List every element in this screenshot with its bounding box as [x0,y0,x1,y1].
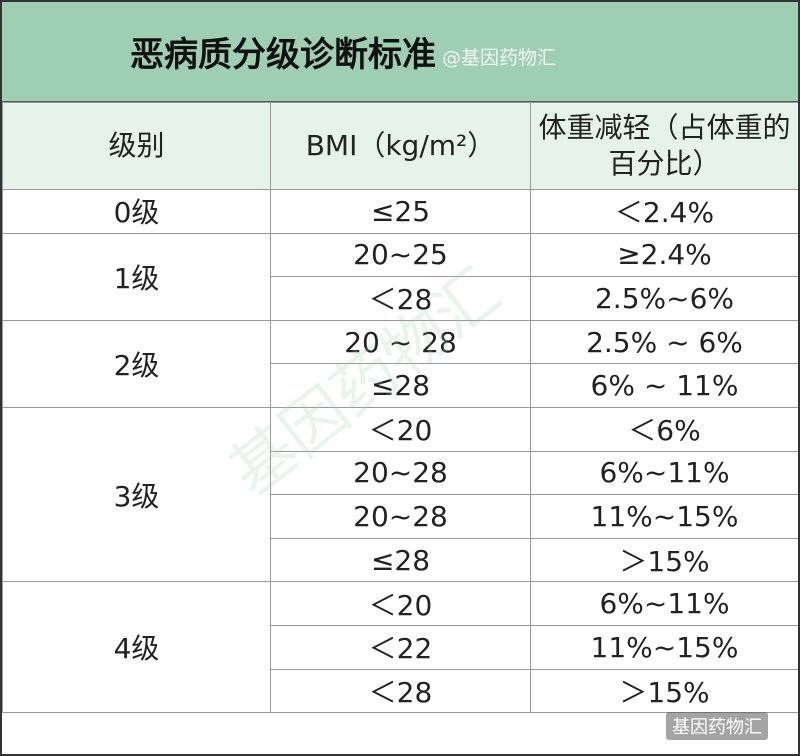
weight-loss-cell: ＞15% [530,537,798,583]
bmi-cell: 20~28 [270,494,531,539]
table-row: ＜28 2.5%~6% [3,276,798,321]
bmi-cell: ＜28 [270,668,531,714]
table-row: 2级 20 ~ 28 2.5% ~ 6% [2,319,798,408]
weight-loss-cell: 6%~11% [530,581,798,626]
column-header: 级别 [2,102,271,190]
bmi-cell: 20 ~ 28 [270,319,531,365]
table: 级别 BMI（kg/m²） 体重减轻（占体重的百分比） 0级 ≤25 ＜2.4% 1级 20… [2,102,798,714]
column-header: BMI（kg/m²） [270,102,531,190]
table-row: ＜22 11%~15% [3,624,798,670]
weight-loss-cell: ＜6% [530,406,798,452]
table-row: ≤28 ＞15% [3,537,798,583]
title: 恶病质分级诊断标准 [130,35,436,75]
table-body: 0级 ≤25 ＜2.4% 1级 20~25 ≥2.4% ＜28 2.5%~6% 2级 20 ~ 2… [2,189,798,714]
weight-loss-cell: 2.5%~6% [530,276,798,321]
weight-loss-cell: ＜2.4% [530,189,798,234]
grade-cell: 4级 [2,581,271,714]
weight-loss-cell: ＞15% [530,668,798,714]
grade-cell: 3级 [2,406,271,583]
weight-loss-cell: 2.5% ~ 6% [530,319,798,365]
bmi-cell: 20~25 [270,232,531,278]
header-row: 级别 BMI（kg/m²） 体重减轻（占体重的百分比） [2,102,798,190]
bmi-cell: ≤28 [270,537,531,583]
table-row: 0级 ≤25 ＜2.4% [2,189,798,234]
column-header: 体重减轻（占体重的百分比） [530,102,798,190]
title-bar: 恶病质分级诊断标准 @基因药物汇 [2,2,798,102]
grade-cell: 0级 [2,189,271,234]
grade-cell: 2级 [2,319,271,408]
weight-loss-cell: 6% ~ 11% [530,363,798,408]
table-row: 4级 ＜20 6%~11% [2,581,798,714]
watermark: @基因药物汇 [442,47,557,69]
table-row: 1级 20~25 ≥2.4% [2,232,798,321]
bmi-cell: ≤25 [270,189,531,234]
bmi-cell: ＜20 [270,406,531,452]
bmi-cell: ＜22 [270,624,531,670]
bmi-cell: 20~28 [270,450,531,496]
weight-loss-cell: ≥2.4% [530,232,798,278]
weight-loss-cell: 11%~15% [530,624,798,670]
footer-watermark: 基因药物汇 [666,712,768,740]
table-row: ＜28 ＞15% [3,668,798,714]
bmi-cell: ＜20 [270,581,531,626]
grade-cell: 1级 [2,232,271,321]
bmi-cell: ＜28 [270,276,531,321]
weight-loss-cell: 6%~11% [530,450,798,496]
weight-loss-cell: 11%~15% [530,494,798,539]
table-row: 3级 ＜20 ＜6% [2,406,798,583]
bmi-cell: ≤28 [270,363,531,408]
